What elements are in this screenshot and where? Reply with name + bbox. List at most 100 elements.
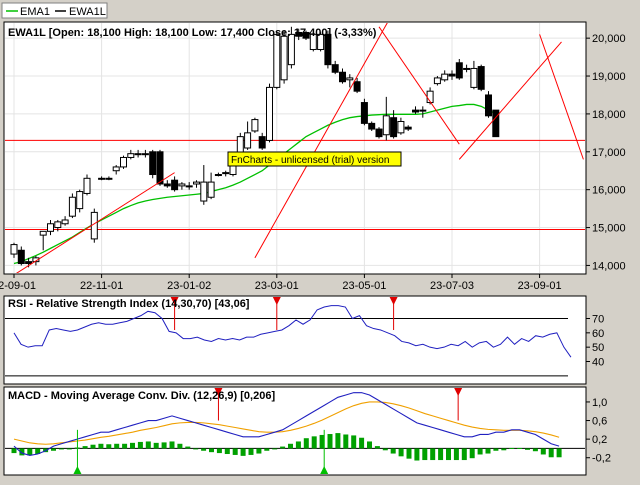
macd-y-axis: -0,2 0,2 0,6 1,0 [586, 397, 611, 465]
candle-down [390, 117, 398, 138]
price-y-tick-label: 18,000 [592, 109, 626, 121]
rsi-panel: RSI - Relative Strength Index (14,30,70)… [3, 295, 604, 385]
rsi-sell-marker [389, 297, 398, 305]
candle-up [134, 153, 142, 156]
macd-histogram-bar [240, 448, 246, 456]
candle-up [68, 196, 76, 217]
candle-up [470, 67, 478, 88]
macd-histogram-bar [216, 448, 222, 454]
candle-up [185, 185, 193, 188]
candle-up [141, 153, 149, 156]
macd-histogram-bar [122, 443, 128, 449]
candle-down [25, 261, 33, 265]
macd-plot-area [3, 386, 587, 476]
rsi-line [13, 305, 572, 358]
trendline [254, 23, 388, 259]
macd-y-tick-label: 0,2 [592, 434, 607, 446]
legend-label-price: EWA1L [69, 6, 106, 18]
macd-histogram-bar [27, 448, 33, 456]
candle-up [251, 119, 259, 132]
candle-up [273, 33, 281, 88]
macd-histogram-bar [66, 448, 72, 450]
candle-down [149, 151, 157, 176]
macd-histogram-bar [209, 448, 214, 453]
candle-down [302, 31, 310, 39]
macd-histogram-bar [382, 448, 388, 451]
candle-down [448, 73, 456, 77]
macd-histogram-bar [517, 447, 523, 449]
macd-sell-marker [214, 388, 223, 396]
macd-histogram-bar [224, 448, 230, 455]
rsi-y-tick-label: 70 [592, 314, 604, 326]
price-x-axis: 22-09-01 22-11-01 23-01-02 23-03-01 23-05-01… [0, 274, 562, 292]
macd-histogram-bar [280, 446, 286, 449]
candle-up [178, 183, 186, 187]
candle-up [309, 33, 317, 51]
candle-down [375, 128, 383, 138]
candle-down [455, 62, 463, 79]
candle-up [32, 257, 40, 263]
macd-histogram-bar [161, 442, 167, 449]
candle-up [61, 219, 69, 225]
macd-sell-marker [454, 388, 463, 396]
macd-histogram-bar [414, 448, 420, 461]
candle-down [485, 94, 492, 117]
candle-up [47, 223, 54, 232]
price-plot-area [3, 21, 587, 275]
macd-histogram-bar [185, 446, 191, 449]
macd-histogram-bar [288, 443, 293, 449]
candle-down [17, 249, 25, 265]
macd-signal-markers [73, 388, 463, 474]
rsi-plot-area [3, 295, 587, 385]
price-x-tick-label: 23-07-03 [430, 280, 474, 292]
price-y-tick-label: 15,000 [592, 223, 626, 235]
candle-down [156, 151, 164, 185]
macd-histogram-bar [35, 448, 41, 455]
price-x-tick-label: 23-03-01 [255, 280, 299, 292]
trendline [16, 172, 175, 273]
candle-up [222, 172, 230, 175]
rsi-panel-title: RSI - Relative Strength Index (14,30,70)… [8, 298, 250, 310]
price-y-axis: 14,000 15,000 16,000 17,000 18,000 19,000 20,0… [586, 33, 626, 272]
candle-up [244, 132, 252, 149]
candle-up [76, 191, 84, 210]
macd-histogram-bar [453, 448, 459, 461]
macd-histogram-bar [532, 448, 538, 452]
candle-down [353, 81, 361, 92]
candle-up [280, 35, 288, 81]
macd-y-tick-label: 0,6 [592, 416, 607, 428]
macd-histogram-bar [374, 446, 380, 449]
candle-up [127, 153, 135, 158]
candle-up [266, 86, 273, 141]
rsi-y-tick-label: 50 [592, 342, 604, 354]
candle-down [404, 126, 412, 130]
candlestick-series [10, 26, 500, 268]
macd-histogram-bar [130, 442, 135, 449]
macd-histogram-bar [351, 435, 357, 449]
rsi-series [13, 305, 572, 358]
macd-buy-marker [320, 466, 329, 474]
price-y-tick-label: 20,000 [592, 33, 626, 45]
price-y-tick-label: 14,000 [592, 260, 626, 272]
macd-histogram-bar [422, 448, 428, 461]
candle-up [382, 115, 390, 136]
price-horizontal-lines [5, 139, 585, 230]
macd-histogram-bar [509, 447, 515, 449]
candle-down [324, 33, 332, 66]
rsi-sell-marker [272, 297, 281, 305]
candle-down [163, 183, 171, 187]
macd-histogram-bar [501, 448, 507, 451]
price-y-tick-label: 17,000 [592, 147, 626, 159]
macd-histogram-bar [177, 443, 183, 449]
macd-histogram-bar [548, 448, 554, 458]
candle-up [463, 67, 471, 70]
rsi-y-tick-label: 60 [592, 328, 604, 340]
macd-histogram-bar [319, 434, 325, 449]
macd-histogram-bar [311, 436, 317, 449]
macd-signal-line [13, 401, 560, 445]
macd-histogram-bar [11, 448, 17, 454]
candle-up [441, 73, 449, 81]
trendline [539, 34, 584, 160]
candle-up [39, 230, 47, 236]
